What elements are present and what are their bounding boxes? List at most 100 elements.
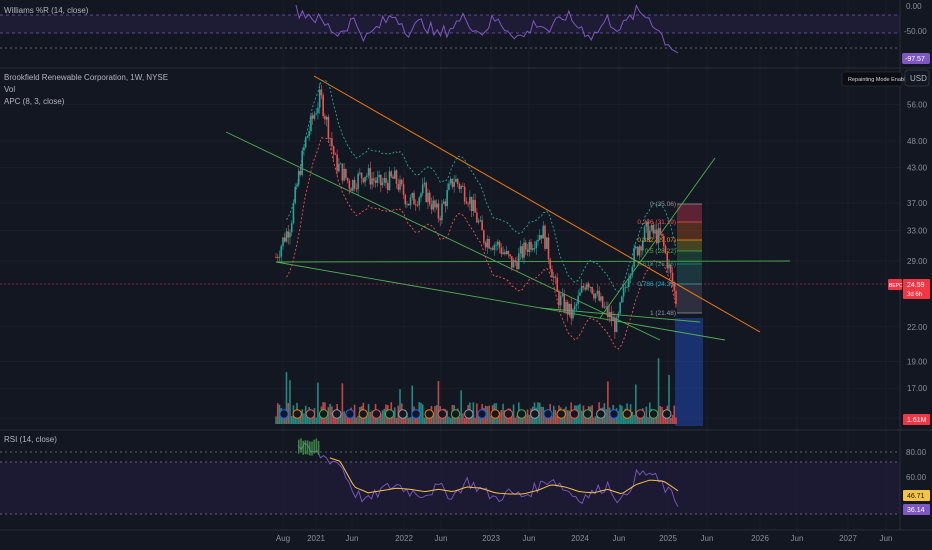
rsi-band <box>0 462 900 514</box>
symbol-title[interactable]: Brookfield Renewable Corporation, 1W, NY… <box>4 73 168 82</box>
candle-body <box>524 242 527 250</box>
event-markers[interactable] <box>279 409 672 419</box>
repainting-badge <box>841 71 903 87</box>
fib-zone-band <box>677 204 702 222</box>
rsi-value-tag <box>903 504 930 515</box>
volume-bar <box>276 403 279 424</box>
volume-bar <box>628 413 630 424</box>
time-axis-label: Jun <box>523 534 536 543</box>
volume-bar <box>355 417 358 424</box>
candle-body <box>324 116 326 120</box>
candle-body <box>484 242 487 248</box>
volume-bar <box>524 415 527 424</box>
volume-bar <box>357 415 359 424</box>
volume-bar <box>538 402 541 424</box>
time-axis-label: Jun <box>435 534 448 543</box>
candle-body <box>600 296 602 301</box>
volume-bar <box>425 414 428 424</box>
candle-body <box>664 245 667 253</box>
williams-band <box>0 15 900 33</box>
volume-bar <box>383 408 386 424</box>
upper-trend-line[interactable] <box>313 75 761 333</box>
candle-body <box>467 203 469 205</box>
williams-value-label: -97.57 <box>905 56 925 63</box>
countdown-label: 3d 6h <box>907 292 922 298</box>
volume-bar <box>673 405 676 424</box>
vol-indicator-label[interactable]: Vol <box>4 85 15 94</box>
candle-body <box>296 184 298 187</box>
candle-body <box>451 178 454 187</box>
candle-body <box>490 248 492 250</box>
volume-bar <box>621 405 623 424</box>
rsi-overbought-bar <box>317 440 320 455</box>
event-marker <box>332 409 342 419</box>
candle-body <box>369 168 372 185</box>
volume-bar <box>552 405 555 424</box>
candle-body <box>659 228 662 234</box>
event-marker <box>503 409 514 419</box>
candle-body <box>399 179 401 190</box>
volume-bar <box>345 414 347 424</box>
candle-body <box>315 113 317 115</box>
candle-body <box>421 184 424 194</box>
candle-body <box>348 180 351 189</box>
candle-body <box>469 196 471 205</box>
candle-body <box>393 170 396 179</box>
event-marker <box>279 409 289 419</box>
volume-bar <box>594 416 597 424</box>
volume-bar <box>303 413 305 424</box>
event-marker <box>358 409 368 419</box>
volume-bar <box>366 416 368 424</box>
candle-body <box>364 176 366 183</box>
volume-bar <box>462 413 464 424</box>
candle-body <box>481 220 483 231</box>
volume-bar <box>514 417 517 424</box>
candle-body <box>352 179 354 191</box>
currency-button[interactable] <box>904 69 930 87</box>
candle-body <box>533 248 536 249</box>
rsi-axis-60: 60.00 <box>906 473 927 482</box>
lower-trend-line[interactable] <box>225 131 661 341</box>
rsi-overbought-bar <box>309 441 311 456</box>
candle-body <box>463 186 466 202</box>
time-axis-label: 2025 <box>659 534 677 543</box>
candle-body <box>390 171 393 177</box>
candle-body <box>287 231 290 238</box>
candle-body <box>544 225 546 249</box>
candle-body <box>322 95 324 117</box>
candle-body <box>446 189 448 207</box>
volume-bar <box>376 415 379 424</box>
candle-body <box>488 239 490 249</box>
candle-body <box>579 292 581 296</box>
volume-bar <box>304 405 307 424</box>
volume-bar <box>596 416 599 424</box>
candle-body <box>313 114 316 119</box>
candle-body <box>472 199 475 211</box>
horizontal-support-line[interactable] <box>275 260 791 263</box>
candle-body <box>388 171 391 190</box>
candle-body <box>511 256 513 268</box>
candle-body <box>621 296 623 303</box>
price-axis-label: 48.00 <box>907 137 928 146</box>
volume-bar <box>504 410 506 424</box>
candle-body <box>413 193 415 205</box>
candle-body <box>345 168 347 178</box>
candle-body <box>547 237 550 260</box>
candlestick-series[interactable] <box>275 82 677 340</box>
volume-bar <box>664 414 667 424</box>
candle-body <box>414 204 417 206</box>
candle-body <box>334 154 337 156</box>
volume-bar <box>380 413 382 424</box>
event-marker <box>398 409 408 419</box>
support-line-lower[interactable] <box>275 261 726 341</box>
candle-body <box>476 212 478 223</box>
volume-bar <box>318 415 321 424</box>
price-axis-label: 17.00 <box>907 384 928 393</box>
volume-bar <box>607 381 609 424</box>
apc-indicator-label[interactable]: APC (8, 3, close) <box>4 97 65 106</box>
event-marker <box>556 409 566 419</box>
candle-body <box>329 138 331 139</box>
time-axis[interactable]: Aug 2021 Jun 2022 Jun 2023 Jun 2024 Jun 2025 Jun 20… <box>276 534 893 543</box>
